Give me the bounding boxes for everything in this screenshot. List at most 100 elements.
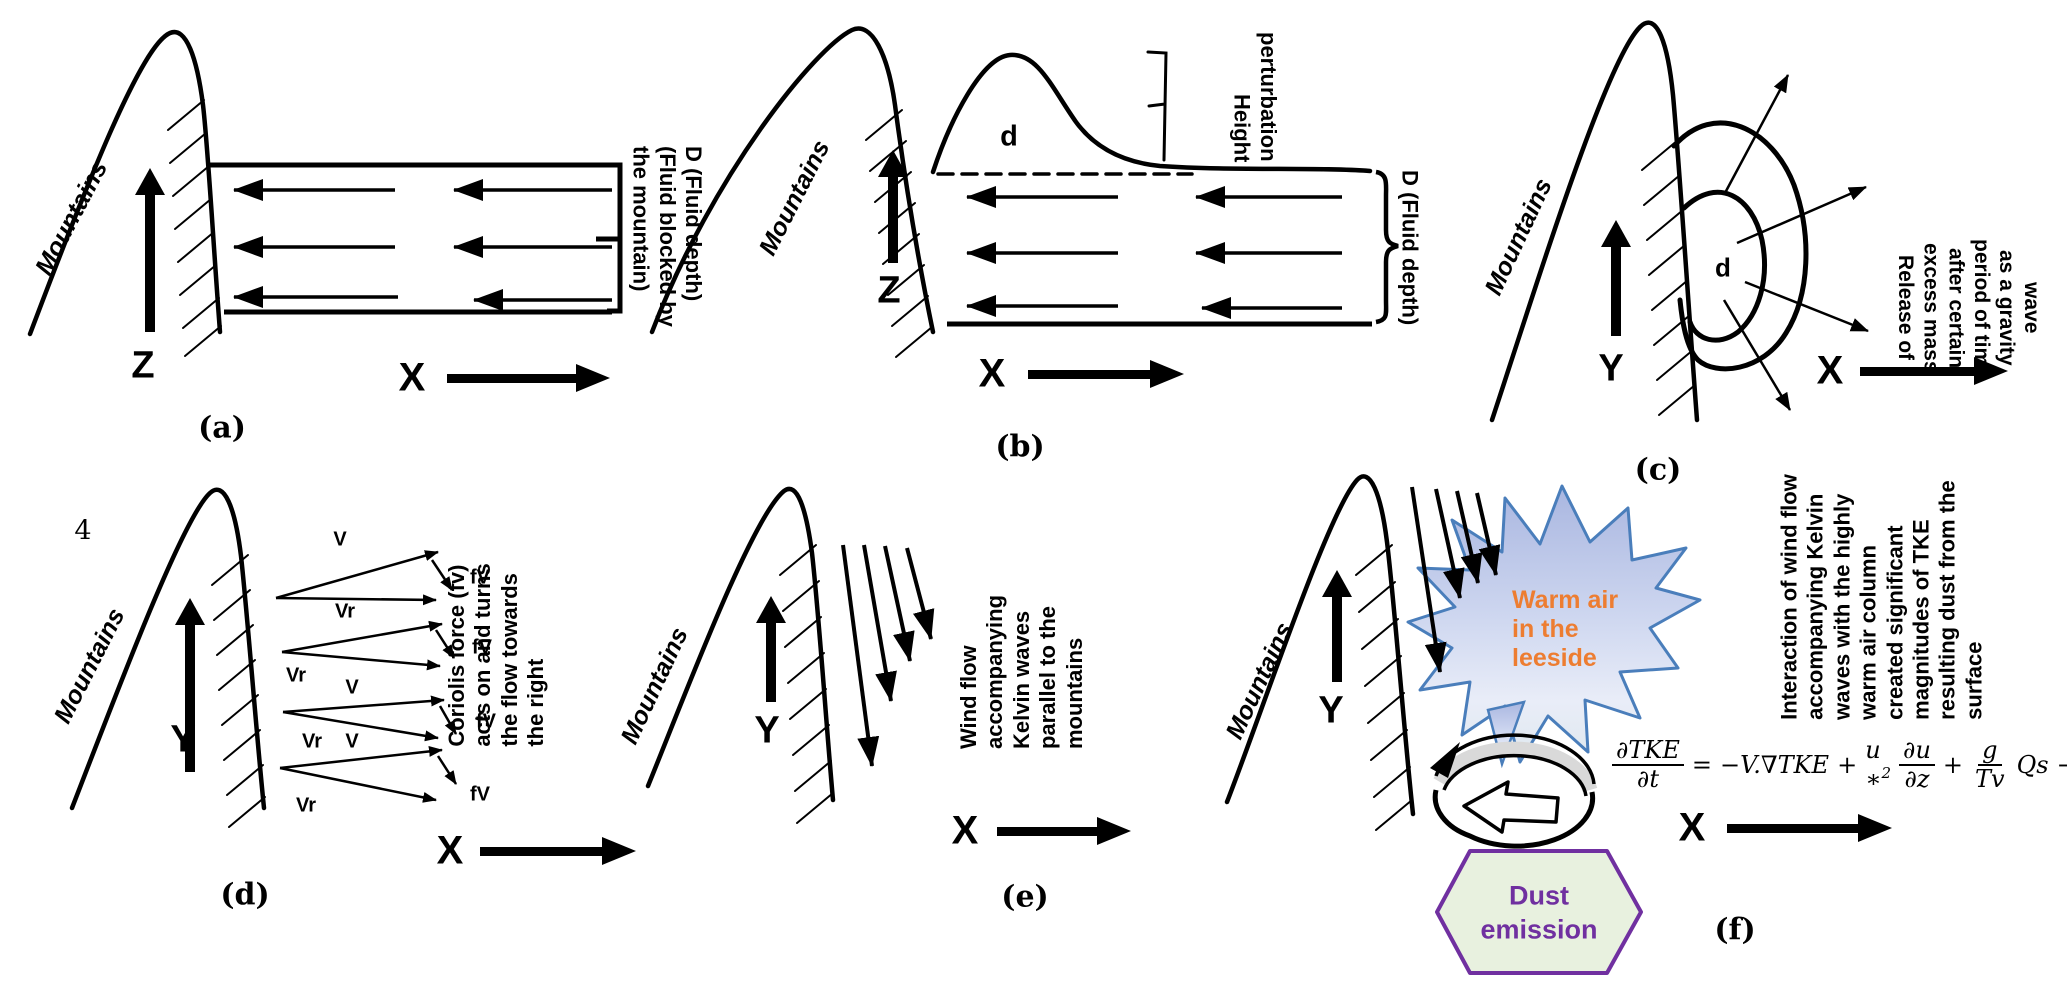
vector-label-fv: fV	[472, 636, 492, 659]
height-line: perturbation	[1255, 32, 1281, 162]
panel-b-height-bracket	[1146, 50, 1168, 162]
panel-c-label: (c)	[1634, 452, 1682, 488]
panel-f-kelvin-wind-arrows	[1410, 486, 1501, 673]
panel-f-x-arrow	[1727, 814, 1892, 842]
panel-c-mass-blobs	[1671, 120, 1809, 372]
panel-c-x-axis-label: X	[1816, 348, 1844, 393]
panel-a-mountain	[27, 29, 223, 357]
panel-b-z-axis-label: Z	[877, 269, 901, 312]
panel-e-mountain	[645, 486, 836, 824]
panel-a-z-axis-label: Z	[131, 344, 155, 387]
release-line: wave	[2020, 282, 2044, 334]
panel-b-z-arrow	[878, 150, 908, 263]
interaction-line: resulting dust from the	[1934, 480, 1960, 720]
panel-a-x-arrow	[447, 364, 610, 392]
release-line: excess mass	[1919, 243, 1943, 373]
height-perturbation-text: Height perturbation	[1228, 26, 1281, 162]
vector-label-v: V	[345, 676, 359, 699]
interaction-tke-text: Interaction of wind flow accompanying Ke…	[1776, 474, 1987, 720]
panel-f-x-axis-label: X	[1678, 805, 1706, 850]
panel-e-kelvin-wind-arrows	[841, 544, 935, 767]
vortex-inner-arrow	[1462, 780, 1560, 834]
panel-d-y-arrow	[175, 598, 205, 772]
vortex-arrowhead	[1430, 742, 1460, 778]
eq-advection-term: −V.∇TKE	[1719, 750, 1830, 779]
vector-label-v: V	[345, 730, 359, 753]
coriolis-line: the flow towards	[497, 573, 522, 747]
panel-f-label: (f)	[1714, 912, 1756, 948]
dust-line: emission	[1480, 914, 1598, 944]
dust-line: Dust	[1508, 880, 1569, 911]
vector-label-fv: fV	[470, 566, 490, 589]
release-line: period of time	[1969, 238, 1993, 378]
interaction-line: created significant	[1882, 525, 1907, 720]
eq-plus: +	[1942, 750, 1964, 779]
interaction-line: Interaction of wind flow	[1776, 474, 1802, 720]
panel-f-y-axis-label: Y	[1318, 689, 1344, 732]
coriolis-line: acts on and turns	[470, 563, 496, 747]
wind-flow-text: Wind flow accompanying Kelvin waves para…	[956, 595, 1088, 749]
eq-ustar-term: u ∗2	[1865, 736, 1891, 793]
panel-d-coriolis-vectors	[275, 550, 458, 803]
buoyancy-fraction: g Tv	[1971, 736, 2009, 793]
warm-air-line: in the	[1512, 615, 1579, 643]
page-number: 4	[74, 515, 92, 547]
dust-emission-label: Dust emission	[1480, 879, 1597, 947]
release-of-mass-text: Release of excess mass after certain per…	[1893, 218, 2044, 398]
turbulence-vortex	[1430, 733, 1598, 849]
panel-a-label: (a)	[198, 410, 246, 446]
eq-numerator: ∂u	[1899, 736, 1935, 766]
eq-qs: Qs	[2016, 750, 2049, 779]
tke-equation: ∂TKE ∂t = −V.∇TKE + u ∗2 ∂u ∂z + g Tv Qs…	[1612, 736, 2067, 793]
vector-label-vr: Vr	[285, 664, 307, 687]
panel-a-z-arrow	[135, 168, 165, 332]
panel-d-x-arrow	[480, 837, 636, 865]
panel-c-y-axis-label: Y	[1598, 347, 1624, 390]
eq-numerator: g	[1978, 736, 2002, 766]
wind-line: accompanying	[982, 594, 1008, 750]
panel-e-x-axis-label: X	[951, 808, 979, 853]
panel-b-x-arrow	[1028, 360, 1184, 388]
panel-b-x-axis-label: X	[978, 351, 1006, 396]
vector-label-vr: Vr	[334, 600, 356, 623]
interaction-line: waves with the highly	[1829, 493, 1855, 720]
panel-f-mountain	[1224, 474, 1416, 831]
vector-label-fv: fV	[470, 783, 490, 806]
height-line: Height	[1229, 93, 1255, 162]
panel-a-x-axis-label: X	[398, 355, 426, 400]
coriolis-line: Coriolis force (fv)	[444, 564, 470, 747]
coriolis-force-text: Coriolis force (fv) acts on and turns th…	[444, 563, 550, 746]
eq-equals: =	[1691, 750, 1712, 779]
eq-ustar: u ∗	[1865, 736, 1882, 793]
vector-label-vr: Vr	[301, 730, 323, 753]
panel-b-depth-bracket-text: D (Fluid depth)	[1396, 170, 1422, 340]
panel-a-flow-box	[207, 162, 623, 315]
vector-label-vr: Vr	[295, 794, 317, 817]
panel-e-y-arrow	[756, 596, 786, 702]
eq-numerator: ∂TKE	[1612, 736, 1684, 766]
wind-line: Kelvin waves	[1008, 610, 1034, 750]
release-line: as a gravity	[1994, 250, 2018, 366]
panel-d-label: (d)	[220, 877, 270, 913]
panel-b-flow-box	[947, 169, 1399, 327]
panel-b-label: (b)	[995, 429, 1045, 465]
depth-line: D (Fluid depth)	[681, 146, 707, 302]
panel-e-label: (e)	[1001, 879, 1049, 915]
coriolis-line: the right	[523, 658, 549, 747]
panel-a-depth-bracket	[596, 162, 623, 314]
panel-b-d-label: d	[1000, 120, 1018, 153]
panel-d-mountain	[69, 487, 267, 828]
wind-line: mountains	[1061, 637, 1087, 750]
panel-c-gravity-wave-arrows	[1722, 74, 1869, 411]
panel-c-y-arrow	[1601, 220, 1631, 336]
panel-e-x-arrow	[997, 817, 1131, 845]
interaction-line: magnitudes of TKE	[1908, 519, 1934, 720]
panel-c-d-label: d	[1715, 252, 1731, 283]
interaction-line: accompanying Kelvin	[1802, 493, 1828, 720]
interaction-line: surface	[1961, 641, 1987, 720]
eq-exponent: 2	[1881, 764, 1892, 782]
depth-line: (Fluid blocked by	[654, 146, 680, 327]
eq-denominator: ∂t	[1636, 764, 1659, 793]
